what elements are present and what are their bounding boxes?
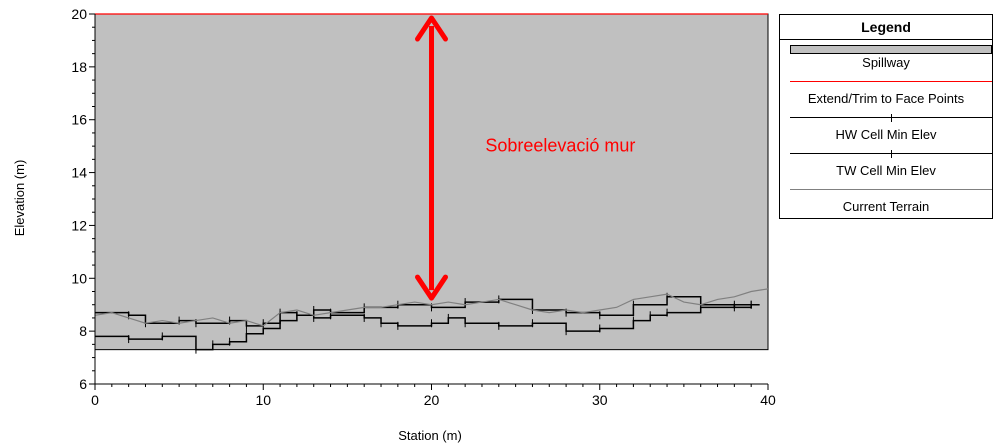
y-tick-label: 16: [71, 112, 87, 128]
y-tick-label: 14: [71, 165, 87, 181]
legend-marker: [891, 150, 892, 158]
legend: Legend Spillway Extend/Trim to Face Point…: [779, 14, 993, 219]
annotation-arrow-head-bottom: [415, 274, 448, 301]
y-axis-label: Elevation (m): [12, 160, 27, 237]
axes: 6 8 10 12 14 16 18 20 0 10 20 30 40: [71, 6, 776, 408]
legend-swatch: [790, 150, 992, 158]
legend-label: Extend/Trim to Face Points: [807, 91, 965, 106]
legend-entry-hw-cell-min-elev: HW Cell Min Elev: [780, 112, 992, 148]
legend-swatch: [790, 114, 992, 122]
x-tick-label: 30: [592, 392, 608, 408]
legend-marker: [891, 114, 892, 122]
legend-label: HW Cell Min Elev: [835, 127, 937, 142]
legend-entries: Spillway Extend/Trim to Face Points HW Cel…: [780, 40, 992, 220]
legend-entry-spillway: Spillway: [780, 40, 992, 76]
x-tick-label: 10: [255, 392, 271, 408]
legend-title: Legend: [780, 15, 992, 40]
legend-swatch: [790, 81, 992, 82]
y-tick-label: 18: [71, 59, 87, 75]
legend-entry-extend-trim-to-face-points: Extend/Trim to Face Points: [780, 76, 992, 112]
y-tick-label: 6: [79, 376, 87, 392]
x-tick-label: 0: [91, 392, 99, 408]
legend-entry-tw-cell-min-elev: TW Cell Min Elev: [780, 148, 992, 184]
x-tick-label: 40: [760, 392, 776, 408]
legend-swatch: [790, 189, 992, 190]
annotation-arrow-head-top: [415, 15, 448, 42]
annotation-label: Sobreelevació mur: [485, 135, 635, 155]
legend-label: TW Cell Min Elev: [836, 163, 936, 178]
legend-label: Current Terrain: [842, 199, 930, 214]
legend-label: Spillway: [862, 55, 910, 70]
legend-swatch: [790, 45, 992, 54]
y-tick-label: 8: [79, 323, 87, 339]
x-axis-label: Station (m): [398, 428, 462, 443]
y-tick-label: 12: [71, 217, 87, 233]
plot-area: Sobreelevació mur: [94, 13, 769, 354]
y-tick-label: 20: [71, 6, 87, 22]
x-tick-label: 20: [424, 392, 440, 408]
y-tick-label: 10: [71, 270, 87, 286]
current-terrain-line: [94, 288, 769, 327]
legend-entry-current-terrain: Current Terrain: [780, 184, 992, 220]
